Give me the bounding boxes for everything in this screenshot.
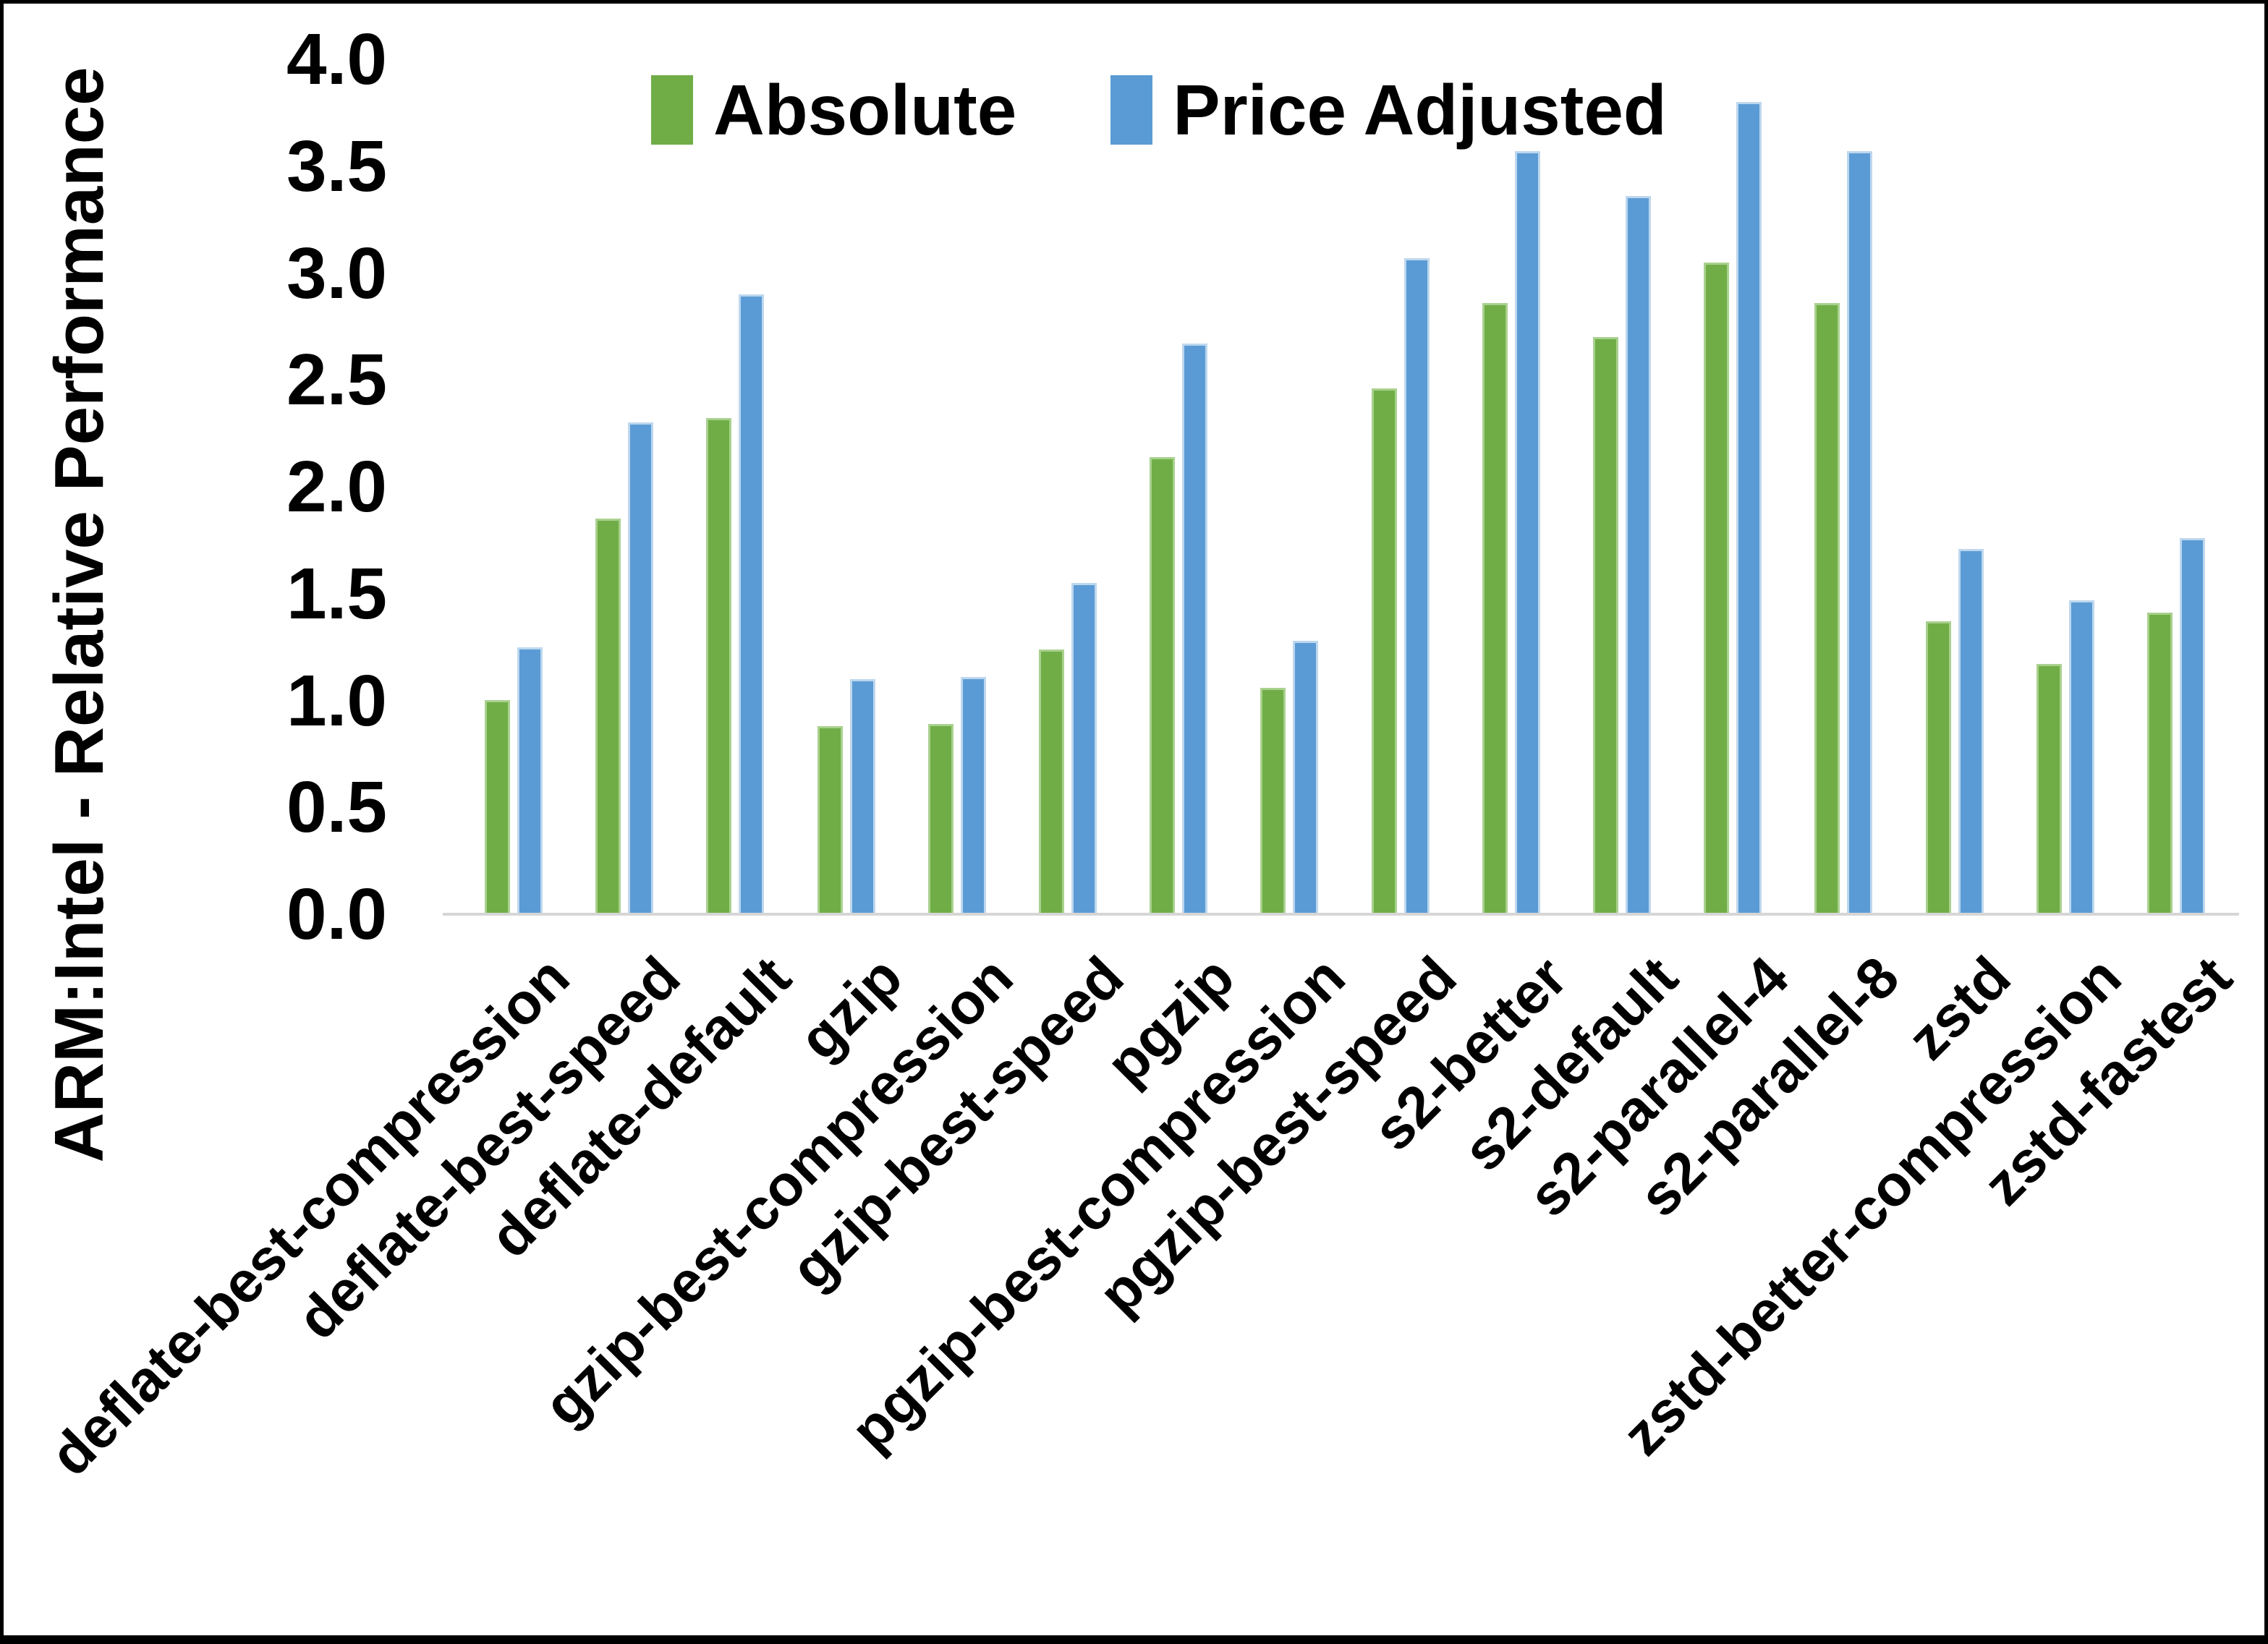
bar-price-adjusted-s2-parallel-4 [1736,102,1762,914]
bar-price-adjusted-deflate-best-speed [628,422,654,914]
bar-absolute-deflate-best-speed [595,519,621,914]
bar-absolute-pgzip-best-speed [1371,388,1397,914]
legend-swatch-absolute [651,75,693,145]
y-tick-label-3.5: 3.5 [286,125,387,207]
legend-item-absolute: Absolute [651,70,1016,150]
y-tick-label-2.0: 2.0 [286,446,387,527]
bar-absolute-gzip-best-compression [927,724,954,914]
y-axis-title: ARM:Intel - Relative Performance [41,67,118,1163]
bar-price-adjusted-gzip [849,679,875,914]
bar-absolute-gzip [817,726,843,914]
bar-absolute-s2-default [1593,337,1618,914]
bar-price-adjusted-zstd-fastest [2180,538,2205,914]
bar-price-adjusted-s2-default [1626,196,1651,914]
bar-absolute-s2-better [1482,303,1508,914]
x-axis-line [443,913,2239,916]
legend-label-price-adjusted: Price Adjusted [1173,70,1667,150]
legend-swatch-price-adjusted [1110,75,1153,145]
plot-area [449,59,2239,914]
bar-absolute-pgzip [1150,457,1176,914]
bar-price-adjusted-pgzip-best-compression [1293,641,1319,914]
legend: Absolute Price Adjusted [651,70,1667,150]
bar-absolute-zstd-better-compression [2036,664,2062,914]
legend-item-price-adjusted: Price Adjusted [1110,70,1667,150]
bar-absolute-deflate-best-compression [485,700,510,914]
bar-absolute-gzip-best-speed [1039,649,1064,914]
bar-absolute-deflate-default [706,418,732,914]
bar-absolute-pgzip-best-compression [1260,688,1286,914]
bar-price-adjusted-deflate-default [739,294,765,914]
y-tick-label-1.5: 1.5 [286,553,387,634]
bar-price-adjusted-deflate-best-compression [517,647,543,914]
bar-absolute-zstd-fastest [2147,613,2173,914]
y-tick-label-4.0: 4.0 [286,19,387,100]
y-tick-label-3.0: 3.0 [286,232,387,314]
bar-absolute-s2-parallel-4 [1704,263,1730,914]
bar-price-adjusted-gzip-best-speed [1071,583,1097,914]
bar-price-adjusted-pgzip-best-speed [1403,258,1430,914]
bar-price-adjusted-s2-better [1514,151,1540,914]
y-tick-label-0.0: 0.0 [286,874,387,955]
bar-price-adjusted-s2-parallel-8 [1847,151,1873,914]
bar-price-adjusted-zstd [1958,549,1984,914]
bar-price-adjusted-zstd-better-compression [2068,600,2094,914]
bar-price-adjusted-gzip-best-compression [960,677,986,914]
bar-absolute-s2-parallel-8 [1814,303,1840,914]
legend-label-absolute: Absolute [713,70,1017,150]
bar-absolute-zstd [1925,621,1951,914]
y-tick-label-0.5: 0.5 [286,767,387,848]
bar-price-adjusted-pgzip [1182,344,1208,914]
y-tick-label-2.5: 2.5 [286,339,387,421]
y-tick-label-1.0: 1.0 [286,660,387,741]
